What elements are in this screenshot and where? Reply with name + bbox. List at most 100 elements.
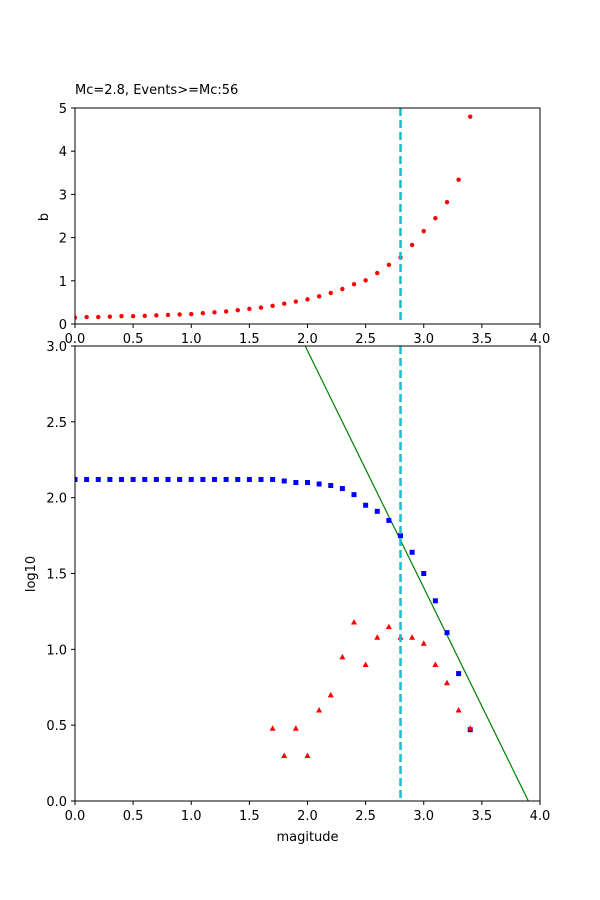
data-point: [444, 199, 450, 205]
data-point: [200, 311, 206, 316]
data-point: [189, 311, 194, 317]
data-point: [142, 476, 148, 482]
x-tick-label: 3.0: [413, 332, 434, 347]
data-point: [281, 478, 287, 484]
data-point: [246, 476, 252, 482]
data-point: [409, 242, 415, 248]
data-point: [235, 307, 240, 313]
data-point: [282, 301, 287, 306]
top-y-axis-label: b: [37, 213, 52, 221]
data-point: [142, 313, 147, 318]
data-point: [96, 314, 101, 320]
data-point: [456, 671, 462, 677]
data-point: [351, 619, 357, 625]
top-chart-title: Mc=2.8, Events>=Mc:56: [75, 83, 238, 98]
data-point: [409, 634, 416, 640]
y-tick-label: 2: [59, 232, 67, 247]
data-point: [281, 752, 288, 758]
data-point: [177, 312, 182, 317]
top-chart-marks: 0.0 0.5 1.0 1.5 2.0 2.5 3.0 3.5 4.0 0 1 2 3 4 5: [59, 102, 551, 347]
log10-chart: log10 magitude 0.0 0.5 1.0 1.5 2.0 2.5 3.0 3.5 4…: [24, 340, 550, 845]
data-point: [444, 679, 450, 686]
data-point: [293, 480, 299, 485]
x-tick-label: 2.5: [355, 332, 376, 347]
data-point: [270, 303, 275, 309]
data-point: [107, 314, 113, 319]
fit-line: [304, 346, 529, 801]
data-point: [293, 299, 299, 304]
x-tick-label: 0.5: [123, 809, 144, 824]
data-point: [398, 533, 403, 539]
data-point: [258, 476, 264, 482]
data-point: [269, 725, 276, 731]
data-point: [375, 270, 380, 276]
data-point: [409, 549, 415, 555]
data-point: [188, 476, 194, 482]
data-point: [130, 476, 136, 482]
data-point: [374, 634, 381, 640]
data-point: [421, 571, 427, 576]
data-point: [165, 476, 171, 482]
y-tick-label: 0.0: [46, 795, 67, 810]
data-point: [386, 517, 392, 523]
b-value-chart: Mc=2.8, Events>=Mc:56 b 0.0 0.5 1.0 1.5 2.0 2…: [37, 83, 550, 347]
x-tick-label: 0.0: [65, 809, 86, 824]
data-point: [432, 661, 439, 667]
data-point: [258, 305, 264, 310]
x-tick-label: 2.5: [355, 809, 376, 824]
x-tick-label: 2.0: [297, 332, 318, 347]
x-tick-label: 2.0: [297, 809, 318, 824]
data-point: [212, 476, 217, 482]
y-tick-label: 3: [59, 188, 67, 203]
x-tick-label: 4.0: [530, 332, 551, 347]
data-point: [95, 476, 101, 482]
data-point: [328, 483, 334, 489]
data-point: [119, 476, 124, 482]
data-point: [420, 640, 427, 646]
data-point: [292, 725, 299, 731]
data-point: [247, 306, 252, 312]
y-tick-label: 3.0: [46, 340, 67, 355]
y-tick-label: 1: [59, 275, 67, 290]
data-point: [107, 476, 113, 482]
data-point: [421, 228, 426, 234]
y-tick-label: 2.5: [46, 416, 67, 431]
data-point: [433, 215, 438, 221]
data-point: [154, 313, 159, 318]
x-tick-label: 1.0: [181, 809, 202, 824]
data-point: [363, 502, 369, 508]
x-tick-label: 1.5: [239, 809, 260, 824]
data-point: [75, 315, 78, 320]
x-tick-label: 3.5: [472, 809, 493, 824]
bottom-chart-marks: 0.0 0.5 1.0 1.5 2.0 2.5 3.0 3.5 4.0 0.0 0.5 1.0 1.5 2…: [46, 340, 550, 824]
plot-area: [75, 346, 529, 801]
data-point: [340, 286, 345, 292]
data-point: [305, 480, 310, 485]
data-point: [75, 476, 78, 482]
data-point: [165, 312, 171, 318]
data-point: [339, 486, 345, 492]
data-point: [270, 476, 276, 482]
x-tick-label: 3.5: [472, 332, 493, 347]
data-point: [200, 476, 206, 482]
data-point: [130, 314, 136, 319]
data-point: [456, 177, 461, 182]
data-point: [328, 290, 333, 296]
y-tick-label: 0: [59, 318, 67, 333]
data-point: [212, 310, 217, 315]
x-tick-label: 1.5: [239, 332, 260, 347]
data-point: [385, 623, 392, 630]
top-plot-frame: [74, 107, 541, 325]
y-tick-label: 0.5: [46, 719, 67, 734]
data-point: [351, 492, 357, 498]
data-point: [316, 481, 322, 487]
data-point: [351, 282, 357, 287]
x-tick-label: 0.5: [123, 332, 144, 347]
x-tick-label: 1.0: [181, 332, 202, 347]
y-tick-label: 5: [59, 102, 67, 117]
data-point: [223, 476, 229, 482]
data-point: [468, 114, 473, 119]
data-point: [177, 476, 183, 482]
data-point: [223, 309, 229, 314]
